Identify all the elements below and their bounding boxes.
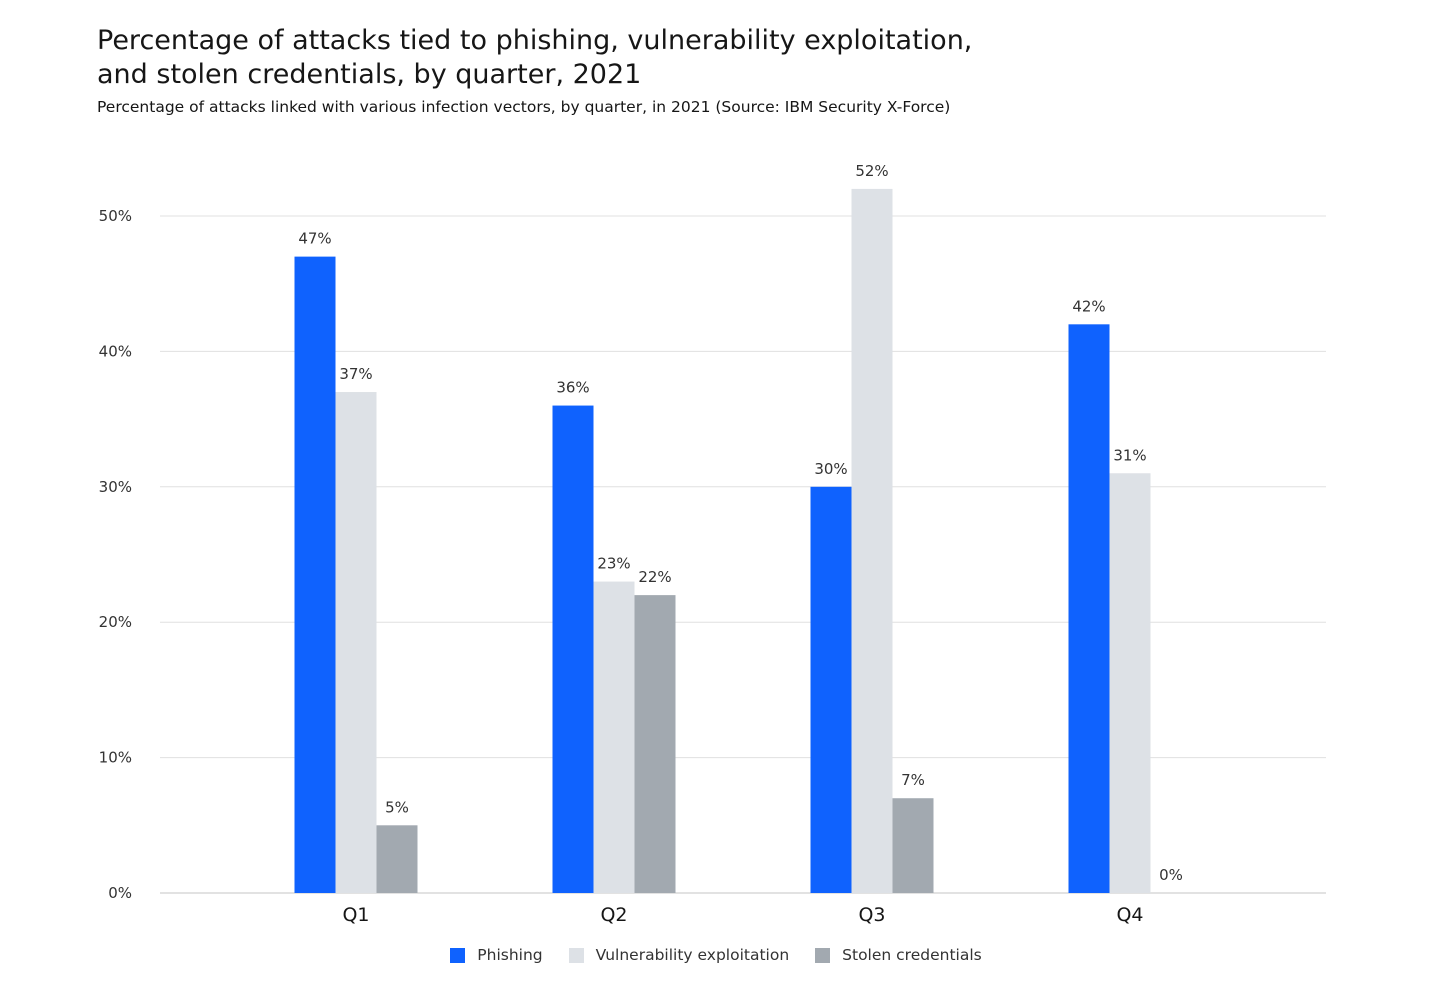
x-tick-label: Q2 [600, 904, 627, 926]
bar-chart: 0% 10% 20% 30% 40% 50% 47% 37% 5% 36% 23% 22% 30% 52… [99, 162, 1326, 926]
legend-item-vulnerability-exploitation[interactable]: Vulnerability exploitation [568, 946, 790, 964]
y-axis: 0% 10% 20% 30% 40% 50% [99, 207, 132, 902]
chart-title-line-2: and stolen credentials, by quarter, 2021 [97, 59, 642, 90]
data-label: 42% [1072, 297, 1105, 315]
data-label: 30% [814, 460, 847, 478]
data-label: 37% [339, 365, 372, 383]
bar-phishing-q2[interactable] [552, 405, 594, 893]
bar-vulnerability-exploitation-q4[interactable] [1109, 473, 1151, 893]
bar-stolen-credentials-q2[interactable] [634, 595, 676, 893]
bar-phishing-q3[interactable] [810, 486, 852, 893]
y-tick-label: 50% [99, 207, 132, 225]
legend-label-stolen-credentials: Stolen credentials [842, 946, 982, 964]
y-tick-label: 30% [99, 478, 132, 496]
legend-swatch-vulnerability-exploitation [568, 947, 584, 963]
data-label: 5% [385, 798, 409, 816]
bar-vulnerability-exploitation-q1[interactable] [335, 392, 377, 893]
legend-swatch-stolen-credentials [815, 947, 831, 963]
data-label: 0% [1159, 866, 1183, 884]
bar-stolen-credentials-q1[interactable] [376, 825, 418, 893]
data-labels: 47% 37% 5% 36% 23% 22% 30% 52% 7% 42% 31% 0% [298, 162, 1183, 884]
data-label: 31% [1113, 446, 1146, 464]
y-tick-label: 20% [99, 613, 132, 631]
data-label: 36% [556, 379, 589, 397]
bar-stolen-credentials-q3[interactable] [892, 798, 934, 893]
legend-item-stolen-credentials[interactable]: Stolen credentials [815, 946, 982, 964]
data-label: 47% [298, 230, 331, 248]
chart-subtitle: Percentage of attacks linked with variou… [97, 98, 951, 116]
chart-title-line-1: Percentage of attacks tied to phishing, … [97, 25, 973, 56]
legend-label-phishing: Phishing [477, 946, 543, 964]
chart-title: Percentage of attacks tied to phishing, … [97, 24, 997, 92]
y-tick-label: 40% [99, 342, 132, 360]
x-axis: Q1 Q2 Q3 Q4 [342, 904, 1143, 926]
x-tick-label: Q4 [1116, 904, 1143, 926]
y-tick-label: 10% [99, 749, 132, 767]
data-label: 22% [638, 568, 671, 586]
bar-vulnerability-exploitation-q3[interactable] [851, 188, 893, 894]
legend-label-vulnerability-exploitation: Vulnerability exploitation [595, 946, 790, 964]
bar-phishing-q1[interactable] [294, 256, 336, 893]
data-label: 23% [597, 555, 630, 573]
y-tick-label: 0% [108, 884, 132, 902]
data-label: 7% [901, 771, 925, 789]
legend-swatch-phishing [450, 947, 466, 963]
x-tick-label: Q3 [858, 904, 885, 926]
bar-vulnerability-exploitation-q2[interactable] [593, 581, 635, 893]
bar-phishing-q4[interactable] [1068, 324, 1110, 893]
data-label: 52% [855, 162, 888, 180]
x-tick-label: Q1 [342, 904, 369, 926]
legend: Phishing Vulnerability exploitation Stol… [0, 946, 1432, 964]
bars [294, 188, 1151, 894]
legend-item-phishing[interactable]: Phishing [450, 946, 543, 964]
